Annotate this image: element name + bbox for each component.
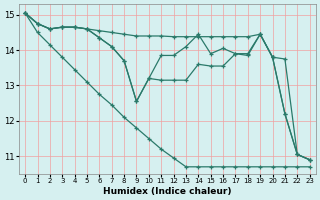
X-axis label: Humidex (Indice chaleur): Humidex (Indice chaleur) — [103, 187, 232, 196]
